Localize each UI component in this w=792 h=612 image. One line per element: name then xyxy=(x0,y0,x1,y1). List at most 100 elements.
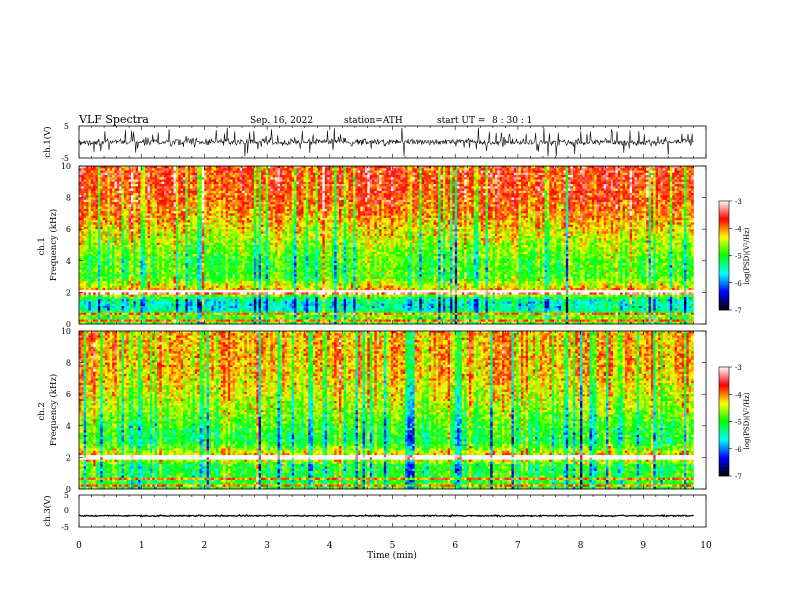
spectrogram-cell xyxy=(599,184,602,187)
spectrogram-cell xyxy=(183,171,186,174)
spectrogram-cell xyxy=(242,191,245,194)
spectrogram-cell xyxy=(585,204,588,207)
spectrogram-cell xyxy=(86,200,89,203)
spectrogram-cell xyxy=(415,202,418,205)
spectrogram-cell xyxy=(656,180,659,183)
spectrogram-cell xyxy=(285,184,288,187)
spectrogram-cell xyxy=(221,198,224,201)
spectrogram-cell xyxy=(294,202,297,205)
spectrogram-cell xyxy=(455,200,458,203)
spectrogram-cell xyxy=(582,189,585,192)
spectrogram-cell xyxy=(606,195,609,198)
spectrogram-cell xyxy=(117,171,120,174)
spectrogram-cell xyxy=(585,191,588,194)
spectrogram-cell xyxy=(289,200,292,203)
spectrogram-cell xyxy=(379,189,382,192)
spectrogram-cell xyxy=(556,171,559,174)
spectrogram-cell xyxy=(358,186,361,189)
spectrogram-cell xyxy=(450,189,453,192)
spectrogram-cell xyxy=(285,202,288,205)
spectrogram-cell xyxy=(126,173,129,176)
spectrogram-cell xyxy=(540,173,543,176)
spectrogram-cell xyxy=(485,171,488,174)
spectrogram-cell xyxy=(580,186,583,189)
spectrogram-cell xyxy=(405,180,408,183)
spectrogram-cell xyxy=(103,182,106,185)
spectrogram-cell xyxy=(148,173,151,176)
spectrogram-cell xyxy=(656,186,659,189)
spectrogram-cell xyxy=(530,168,533,171)
spectrogram-cell xyxy=(112,173,115,176)
spectrogram-cell xyxy=(457,180,460,183)
spectrogram-cell xyxy=(646,204,649,207)
spectrogram-cell xyxy=(665,193,668,196)
spectrogram-cell xyxy=(431,171,434,174)
spectrogram-cell xyxy=(192,189,195,192)
spectrogram-cell xyxy=(469,202,472,205)
spectrogram-cell xyxy=(497,177,500,180)
spectrogram-cell xyxy=(412,171,415,174)
spectrogram-cell xyxy=(514,186,517,189)
spectrogram-cell xyxy=(344,184,347,187)
spectrogram-cell xyxy=(389,195,392,198)
spectrogram-cell xyxy=(148,193,151,196)
spectrogram-cell xyxy=(204,173,207,176)
spectrogram-cell xyxy=(504,180,507,183)
spectrogram-cell xyxy=(114,191,117,194)
spectrogram-cell xyxy=(301,200,304,203)
spectrogram-cell xyxy=(296,180,299,183)
spectrogram-cell xyxy=(285,204,288,207)
spectrogram-cell xyxy=(107,202,110,205)
spectrogram-cell xyxy=(604,202,607,205)
spectrogram-cell xyxy=(608,173,611,176)
spectrogram-cell xyxy=(528,204,531,207)
spectrogram-cell xyxy=(98,168,101,171)
spectrogram-cell xyxy=(679,186,682,189)
spectrogram-cell xyxy=(485,200,488,203)
spectrogram-cell xyxy=(448,175,451,178)
spectrogram-cell xyxy=(573,189,576,192)
spectrogram-cell xyxy=(625,168,628,171)
spectrogram-cell xyxy=(306,193,309,196)
spectrogram-cell xyxy=(126,200,129,203)
spectrogram-cell xyxy=(313,180,316,183)
spectrogram-cell xyxy=(504,200,507,203)
spectrogram-cell xyxy=(289,186,292,189)
spectrogram-cell xyxy=(81,207,84,210)
spectrogram-cell xyxy=(568,202,571,205)
spectrogram-cell xyxy=(478,171,481,174)
spectrogram-cell xyxy=(235,173,238,176)
spectrogram-cell xyxy=(495,189,498,192)
spectrogram-cell xyxy=(150,177,153,180)
spectrogram-cell xyxy=(195,182,198,185)
spectrogram-cell xyxy=(422,182,425,185)
spectrogram-cell xyxy=(171,186,174,189)
spectrogram-cell xyxy=(457,191,460,194)
spectrogram-cell xyxy=(533,207,536,210)
spectrogram-cell xyxy=(445,186,448,189)
spectrogram-cell xyxy=(96,173,99,176)
spectrogram-cell xyxy=(105,177,108,180)
spectrogram-cell xyxy=(474,202,477,205)
spectrogram-cell xyxy=(103,207,106,210)
spectrogram-cell xyxy=(261,168,264,171)
spectrogram-cell xyxy=(164,202,167,205)
spectrogram-cell xyxy=(325,175,328,178)
spectrogram-cell xyxy=(334,189,337,192)
spectrogram-cell xyxy=(488,200,491,203)
spectrogram-cell xyxy=(131,184,134,187)
spectrogram-cell xyxy=(618,195,621,198)
spectrogram-cell xyxy=(559,184,562,187)
spectrogram-cell xyxy=(615,204,618,207)
spectrogram-cell xyxy=(325,171,328,174)
spectrogram-cell xyxy=(672,204,675,207)
spectrogram-cell xyxy=(412,173,415,176)
spectrogram-cell xyxy=(658,191,661,194)
spectrogram-cell xyxy=(308,202,311,205)
spectrogram-cell xyxy=(455,204,458,207)
spectrogram-cell xyxy=(242,195,245,198)
spectrogram-cell xyxy=(485,195,488,198)
spectrogram-cell xyxy=(589,198,592,201)
spectrogram-cell xyxy=(334,200,337,203)
spectrogram-cell xyxy=(547,189,550,192)
